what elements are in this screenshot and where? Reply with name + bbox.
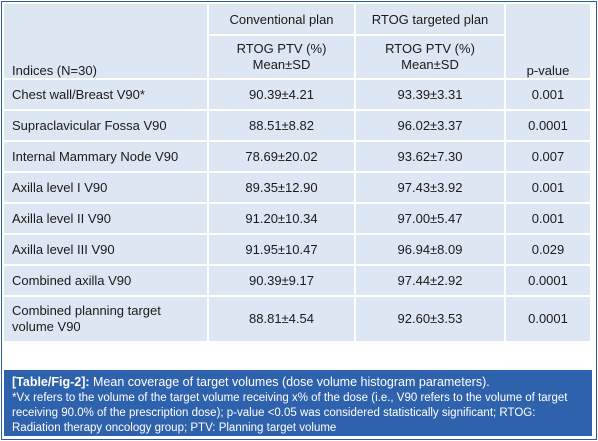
subheader-conventional: RTOG PTV (%) Mean±SD <box>209 36 356 80</box>
rtog-value: 96.02±3.37 <box>356 111 506 142</box>
subheader-rtog-line1: RTOG PTV (%) <box>385 41 475 56</box>
caption-title: [Table/Fig-2]: Mean coverage of target v… <box>12 374 584 390</box>
conventional-value: 88.51±8.82 <box>209 111 356 142</box>
row-index-label: Supraclavicular Fossa V90 <box>4 111 209 142</box>
conventional-value: 91.20±10.34 <box>209 204 356 235</box>
header-conventional-plan: Conventional plan <box>209 4 356 36</box>
conventional-value: 89.35±12.90 <box>209 173 356 204</box>
row-index-label: Axilla level I V90 <box>4 173 209 204</box>
conventional-value: 91.95±10.47 <box>209 235 356 266</box>
coverage-table: Indices (N=30) Conventional plan RTOG ta… <box>4 4 592 343</box>
p-value-cell: 0.001 <box>506 173 592 204</box>
p-value-cell: 0.0001 <box>506 297 592 343</box>
subheader-conventional-line1: RTOG PTV (%) <box>236 41 327 56</box>
p-value-cell: 0.0001 <box>506 266 592 297</box>
header-p-value: p-value <box>506 4 592 80</box>
header-rtog-targeted-plan: RTOG targeted plan <box>356 4 506 36</box>
rtog-value: 97.00±5.47 <box>356 204 506 235</box>
subheader-conventional-line2: Mean±SD <box>252 57 311 72</box>
table-row: Supraclavicular Fossa V90 88.51±8.82 96.… <box>4 111 592 142</box>
subheader-rtog: RTOG PTV (%) Mean±SD <box>356 36 506 80</box>
table-row: Combined planning target volume V90 88.8… <box>4 297 592 343</box>
caption-footnote: *Vx refers to the volume of the target v… <box>12 392 568 434</box>
p-value-cell: 0.001 <box>506 80 592 111</box>
p-value-cell: 0.007 <box>506 142 592 173</box>
row-index-label: Internal Mammary Node V90 <box>4 142 209 173</box>
caption-tag: [Table/Fig-2]: <box>12 375 90 389</box>
rtog-value: 92.60±3.53 <box>356 297 506 343</box>
row-index-label: Axilla level III V90 <box>4 235 209 266</box>
rtog-value: 93.39±3.31 <box>356 80 506 111</box>
conventional-value: 78.69±20.02 <box>209 142 356 173</box>
table-row: Axilla level II V90 91.20±10.34 97.00±5.… <box>4 204 592 235</box>
rtog-value: 93.62±7.30 <box>356 142 506 173</box>
p-value-cell: 0.029 <box>506 235 592 266</box>
row-index-label: Chest wall/Breast V90* <box>4 80 209 111</box>
table-row: Axilla level III V90 91.95±10.47 96.94±8… <box>4 235 592 266</box>
conventional-value: 88.81±4.54 <box>209 297 356 343</box>
figure-caption: [Table/Fig-2]: Mean coverage of target v… <box>4 370 592 436</box>
table-row: Combined axilla V90 90.39±9.17 97.44±2.9… <box>4 266 592 297</box>
caption-title-text: Mean coverage of target volumes (dose vo… <box>89 375 490 389</box>
table-row: Internal Mammary Node V90 78.69±20.02 93… <box>4 142 592 173</box>
row-index-label: Combined planning target volume V90 <box>4 297 209 343</box>
rtog-value: 96.94±8.09 <box>356 235 506 266</box>
subheader-rtog-line2: Mean±SD <box>401 57 459 72</box>
p-value-cell: 0.0001 <box>506 111 592 142</box>
row-index-label-line1: Combined planning target <box>12 303 161 318</box>
conventional-value: 90.39±4.21 <box>209 80 356 111</box>
row-index-label-line2: volume V90 <box>12 319 81 334</box>
rtog-value: 97.44±2.92 <box>356 266 506 297</box>
conventional-value: 90.39±9.17 <box>209 266 356 297</box>
row-index-label: Combined axilla V90 <box>4 266 209 297</box>
p-value-cell: 0.001 <box>506 204 592 235</box>
rtog-value: 97.43±3.92 <box>356 173 506 204</box>
row-index-label: Axilla level II V90 <box>4 204 209 235</box>
table-row: Chest wall/Breast V90* 90.39±4.21 93.39±… <box>4 80 592 111</box>
table-row: Axilla level I V90 89.35±12.90 97.43±3.9… <box>4 173 592 204</box>
header-indices: Indices (N=30) <box>4 4 209 80</box>
